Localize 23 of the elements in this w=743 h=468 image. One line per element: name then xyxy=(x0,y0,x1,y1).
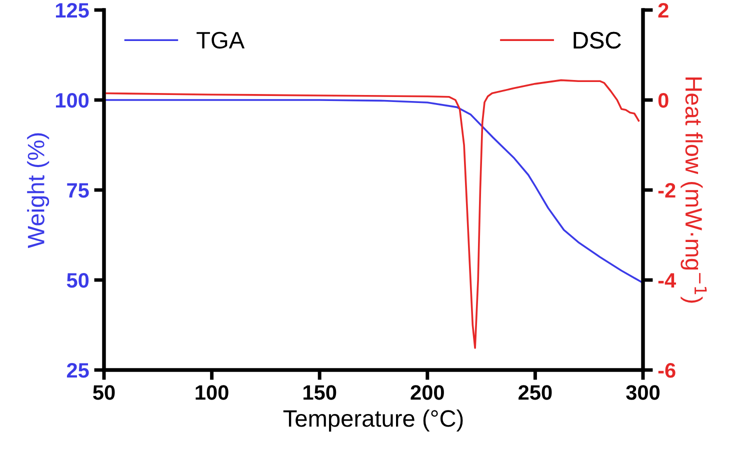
y-tick-label: 125 xyxy=(56,3,89,18)
y-tick-label: 25 xyxy=(66,363,89,378)
legend-label: DSC xyxy=(574,32,621,49)
y2-tick-label: -6 xyxy=(658,363,676,378)
y2-tick-label: 2 xyxy=(658,3,668,18)
x-tick-label: 150 xyxy=(304,385,336,400)
line-series xyxy=(104,99,643,284)
x-tick-label: 50 xyxy=(93,385,115,400)
y2-tick-label: 0 xyxy=(658,93,668,108)
y2-tick-label: -2 xyxy=(658,183,676,198)
y2-axis-title: Heat flow (mW·mg$^{−1}$) xyxy=(680,78,707,303)
y-tick-label: 50 xyxy=(66,273,89,288)
y-axis-title: Weight (%) xyxy=(27,133,50,248)
y-tick-label: 100 xyxy=(56,93,89,108)
x-tick-label: 100 xyxy=(196,385,228,400)
y2-tick-label: -4 xyxy=(658,273,676,288)
x-tick-label: 200 xyxy=(410,385,444,400)
x-axis-title: Temperature (°C) xyxy=(283,410,463,432)
line-series xyxy=(104,79,640,349)
y-tick-label: 75 xyxy=(67,183,89,198)
x-tick-label: 300 xyxy=(626,385,660,400)
legend-label: TGA xyxy=(196,32,245,49)
x-tick-label: 250 xyxy=(518,385,552,400)
